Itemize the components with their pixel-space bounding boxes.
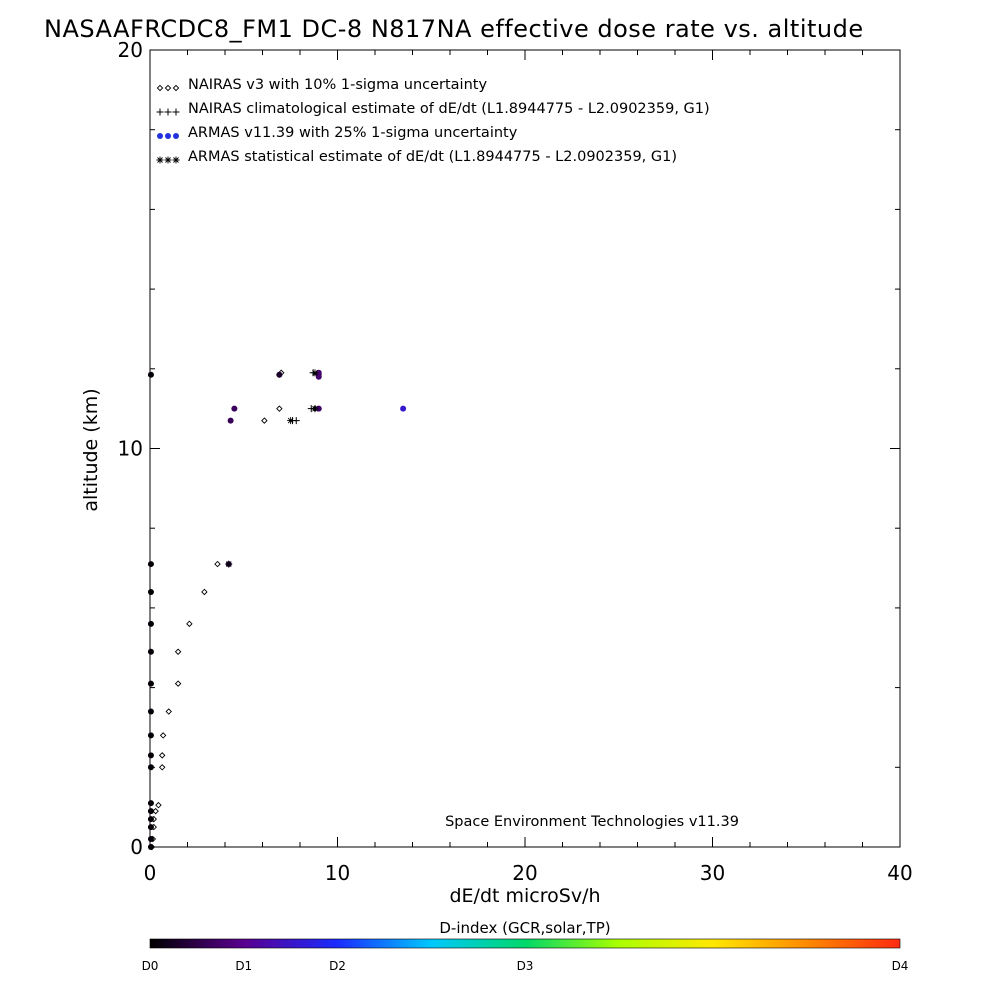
legend-marker bbox=[164, 156, 172, 164]
x-axis-label: dE/dt microSv/h bbox=[449, 885, 600, 907]
data-point bbox=[186, 620, 193, 628]
colorbar-label: D3 bbox=[517, 959, 534, 973]
data-point bbox=[147, 561, 154, 568]
x-tick-label: 10 bbox=[325, 861, 350, 885]
data-point bbox=[400, 405, 407, 412]
legend-marker bbox=[164, 84, 172, 92]
data-point bbox=[147, 708, 154, 715]
data-point bbox=[231, 405, 238, 412]
data-point bbox=[147, 620, 154, 627]
data-point bbox=[147, 588, 154, 595]
data-point bbox=[174, 680, 182, 687]
y-axis-label: altitude (km) bbox=[80, 388, 102, 511]
legend-label: NAIRAS v3 with 10% 1-sigma uncertainty bbox=[188, 77, 487, 93]
data-point bbox=[311, 405, 319, 413]
data-point bbox=[225, 560, 233, 568]
colorbar-title: D-index (GCR,solar,TP) bbox=[439, 919, 610, 937]
legend-item: ARMAS statistical estimate of dE/dt (L1.… bbox=[156, 149, 677, 165]
legend-label: ARMAS statistical estimate of dE/dt (L1.… bbox=[188, 149, 677, 165]
data-point bbox=[147, 680, 154, 687]
legend-marker bbox=[157, 133, 163, 139]
series-asterisk bbox=[225, 369, 319, 568]
legend-label: ARMAS v11.39 with 25% 1-sigma uncertaint… bbox=[188, 125, 518, 141]
data-points bbox=[147, 369, 407, 851]
data-point bbox=[159, 732, 167, 739]
colorbar-label: D0 bbox=[142, 959, 159, 973]
axis-tick-labels: 0 10 20 30 40 0 10 20 bbox=[118, 38, 913, 885]
data-point bbox=[214, 560, 221, 568]
data-point bbox=[227, 417, 234, 424]
colorbar-label: D4 bbox=[892, 959, 909, 973]
data-point bbox=[147, 752, 154, 759]
legend-marker bbox=[173, 133, 179, 139]
axis-ticks bbox=[149, 49, 901, 848]
credit-text: Space Environment Technologies v11.39 bbox=[445, 814, 739, 830]
data-point bbox=[147, 732, 154, 739]
legend: NAIRAS v3 with 10% 1-sigma uncertainty NA… bbox=[156, 77, 710, 165]
legend-marker bbox=[165, 133, 171, 139]
data-point bbox=[315, 369, 322, 376]
legend-marker bbox=[172, 84, 180, 92]
legend-marker bbox=[172, 108, 180, 116]
y-tick-label: 0 bbox=[130, 835, 143, 859]
data-point bbox=[261, 417, 268, 424]
x-tick-label: 20 bbox=[512, 861, 537, 885]
legend-marker bbox=[156, 84, 164, 92]
y-tick-label: 10 bbox=[118, 437, 143, 461]
y-tick-label: 20 bbox=[118, 38, 143, 62]
data-point bbox=[311, 369, 319, 377]
legend-marker bbox=[164, 108, 172, 116]
legend-marker bbox=[156, 156, 164, 164]
data-point bbox=[147, 764, 154, 771]
data-point bbox=[287, 417, 295, 425]
data-point bbox=[147, 824, 154, 831]
data-point bbox=[147, 800, 154, 807]
data-point bbox=[165, 708, 172, 715]
series-dot bbox=[147, 369, 407, 850]
x-tick-label: 40 bbox=[887, 861, 912, 885]
x-tick-label: 30 bbox=[700, 861, 725, 885]
legend-marker bbox=[156, 108, 164, 116]
data-point bbox=[147, 808, 154, 815]
colorbar bbox=[149, 938, 901, 949]
series-diamond bbox=[148, 369, 322, 851]
data-point bbox=[155, 801, 162, 809]
data-point bbox=[147, 648, 154, 655]
data-point bbox=[158, 752, 166, 759]
data-point bbox=[276, 405, 283, 412]
chart-title: NASAAFRCDC8_FM1 DC-8 N817NA effective do… bbox=[44, 15, 864, 43]
colorbar-label: D1 bbox=[235, 959, 252, 973]
data-point bbox=[147, 371, 154, 378]
plot-frame bbox=[149, 49, 901, 848]
data-point bbox=[147, 844, 154, 850]
data-point bbox=[174, 648, 182, 655]
legend-marker bbox=[172, 156, 180, 164]
data-point bbox=[276, 371, 283, 378]
data-point bbox=[201, 588, 208, 596]
data-point bbox=[158, 764, 166, 771]
data-point bbox=[152, 807, 159, 815]
legend-item: NAIRAS climatological estimate of dE/dt … bbox=[156, 101, 710, 117]
series-plus bbox=[289, 369, 321, 425]
data-point bbox=[147, 816, 154, 823]
data-point bbox=[147, 836, 154, 843]
x-tick-label: 0 bbox=[144, 861, 157, 885]
legend-item: NAIRAS v3 with 10% 1-sigma uncertainty bbox=[156, 77, 487, 93]
data-point bbox=[315, 405, 322, 412]
colorbar-label: D2 bbox=[329, 959, 346, 973]
colorbar-labels: D0 D1 D2 D3 D4 bbox=[142, 959, 909, 973]
legend-item: ARMAS v11.39 with 25% 1-sigma uncertaint… bbox=[157, 125, 518, 141]
legend-label: NAIRAS climatological estimate of dE/dt … bbox=[188, 101, 710, 117]
